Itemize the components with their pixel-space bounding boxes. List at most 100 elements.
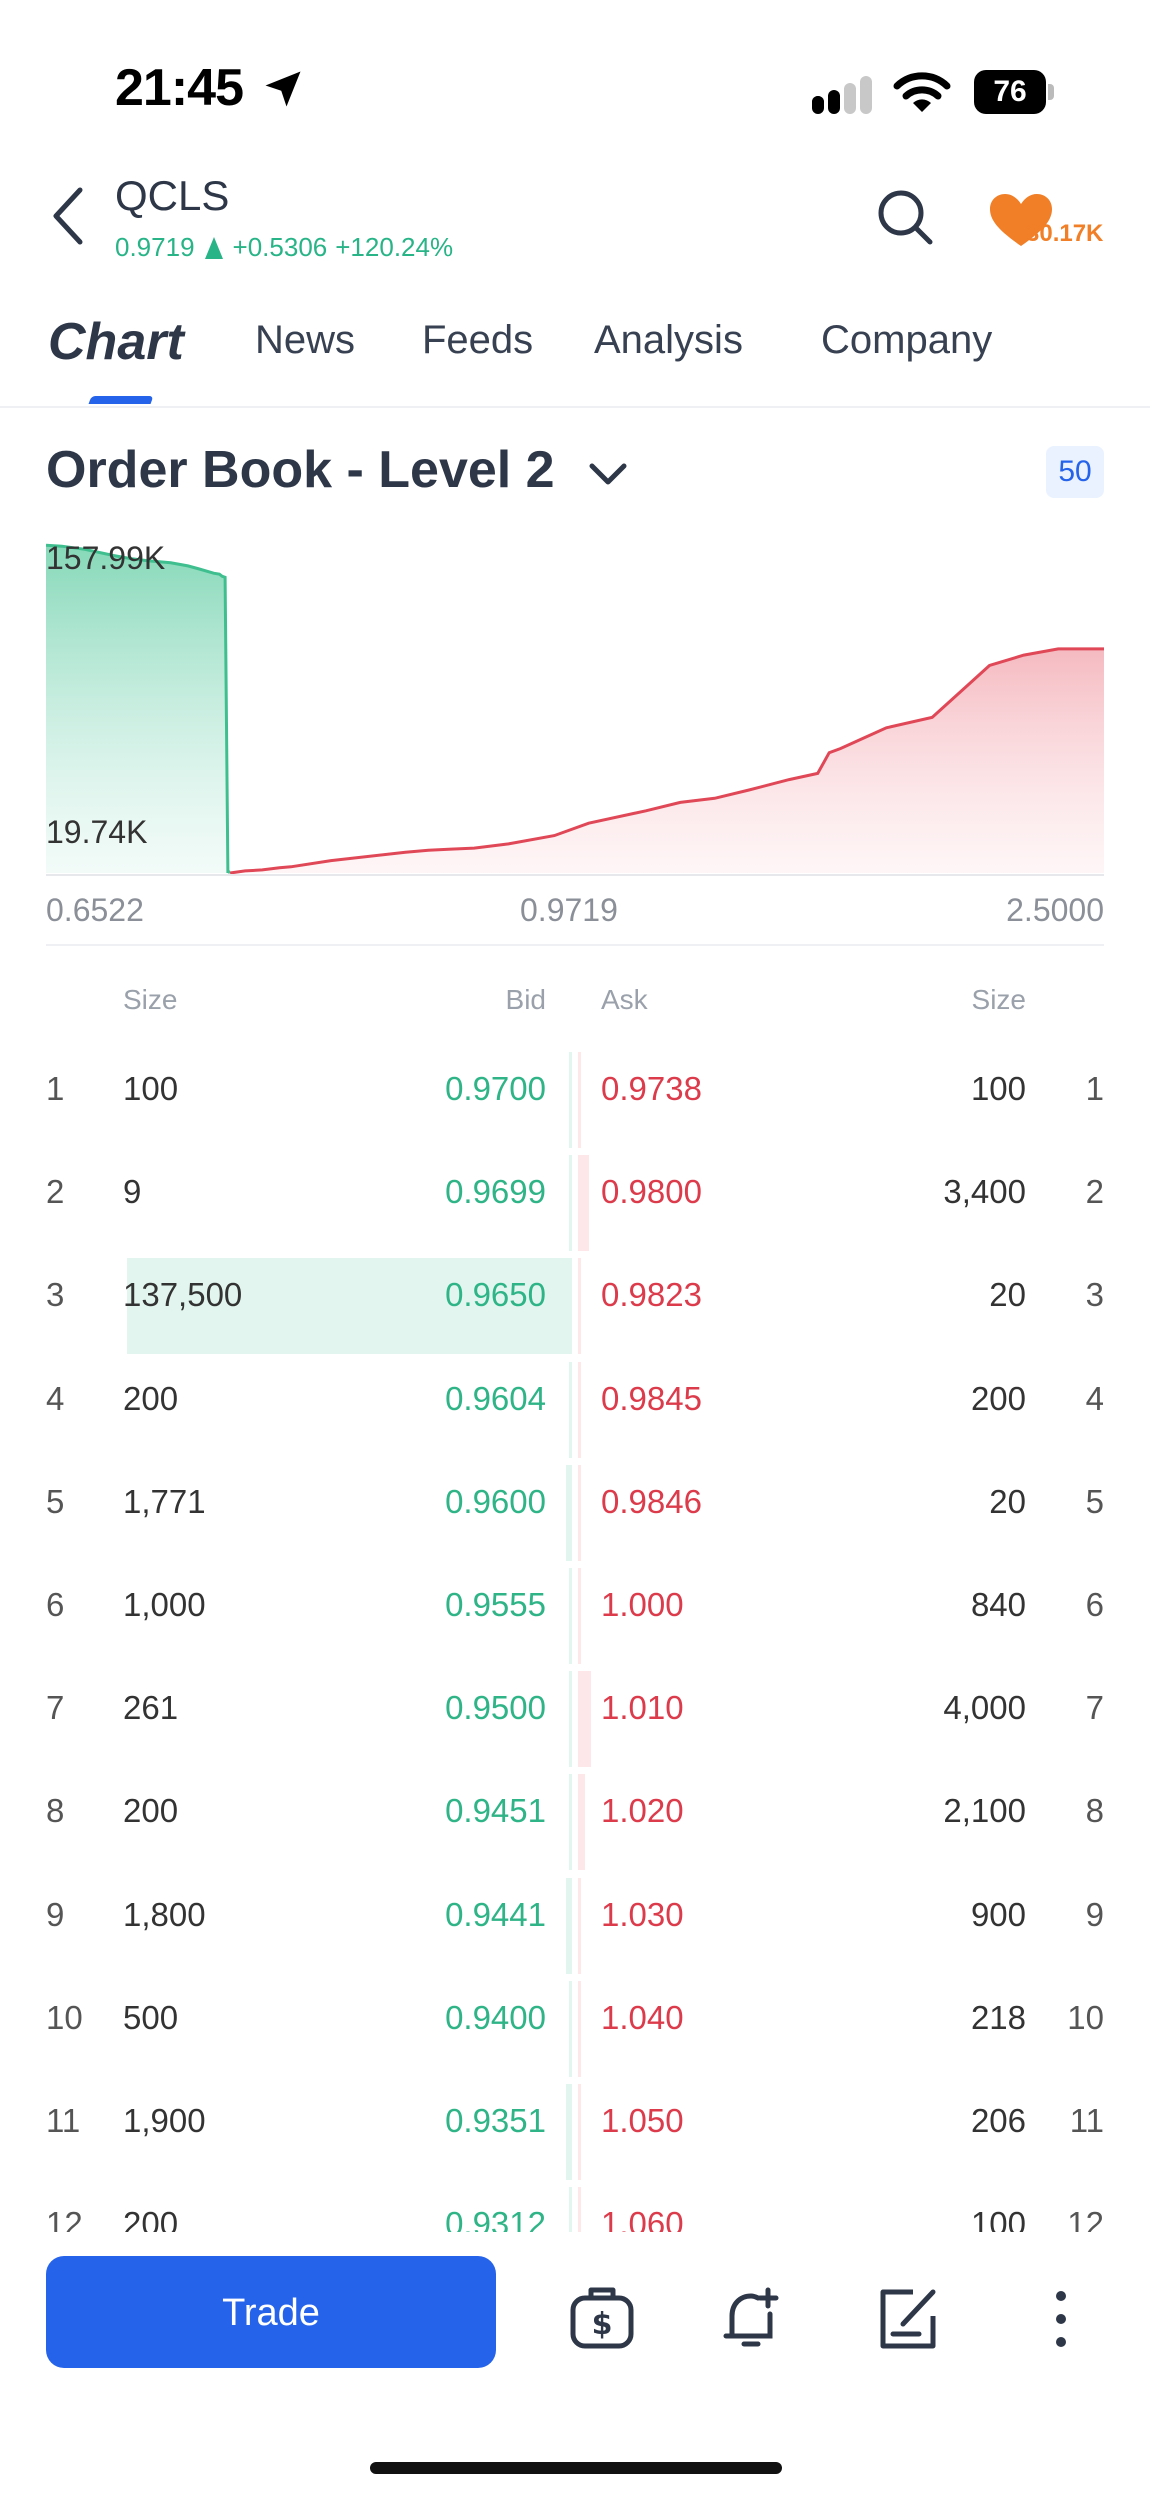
- add-alert-bell-icon[interactable]: [718, 2284, 788, 2354]
- cellular-signal-icon: [812, 76, 872, 114]
- ask-depth-bar: [578, 1258, 581, 1355]
- ask-depth-bar: [578, 1052, 581, 1148]
- more-vertical-icon[interactable]: [1026, 2284, 1096, 2354]
- ask-depth-bar: [578, 1877, 581, 1974]
- chart-x-label-min: 0.6522: [46, 892, 144, 928]
- ask-size: 218: [970, 1998, 1026, 2036]
- ask-size: 206: [970, 2102, 1026, 2139]
- up-triangle-icon: [204, 236, 223, 259]
- bid-size: 500: [123, 1998, 179, 2036]
- order-book-row: 6 1,000 0.9555 1.000 840 6: [0, 1554, 1150, 1664]
- bid-size: 200: [123, 1792, 179, 1830]
- ask-size: 4,000: [943, 1689, 1026, 1727]
- ask-price: 1.030: [601, 1895, 684, 1933]
- ask-level-index: 3: [1085, 1276, 1104, 1314]
- ask-level-index: 8: [1085, 1792, 1104, 1830]
- tab-chart[interactable]: Chart: [48, 313, 184, 371]
- price-change-percent: +120.24%: [335, 232, 454, 262]
- bid-level-index: 8: [46, 1792, 65, 1830]
- follower-count: 30.17K: [1026, 220, 1104, 247]
- bid-depth-bar: [569, 1155, 572, 1252]
- bid-level-index: 1: [46, 1070, 65, 1107]
- order-book-title[interactable]: Order Book - Level 2: [46, 441, 555, 499]
- bid-size: 1,771: [123, 1482, 206, 1520]
- bid-price: 0.9604: [445, 1379, 546, 1417]
- bid-depth-bar: [569, 1774, 572, 1871]
- chart-x-label-max: 2.5000: [1006, 892, 1104, 928]
- tab-company[interactable]: Company: [821, 318, 993, 362]
- order-book-row: 8 200 0.9451 1.020 2,100 8: [0, 1760, 1150, 1871]
- bid-level-index: 12: [46, 2205, 83, 2232]
- bid-price: 0.9351: [445, 2102, 546, 2139]
- depth-level-badge[interactable]: 50: [1046, 446, 1104, 498]
- last-price: 0.9719: [115, 232, 195, 262]
- ask-level-index: 6: [1085, 1586, 1104, 1623]
- bid-level-index: 3: [46, 1276, 65, 1314]
- bid-depth-bar: [569, 1671, 572, 1768]
- ask-level-index: 7: [1085, 1689, 1104, 1727]
- bid-size: 200: [123, 2205, 179, 2232]
- ask-price: 1.040: [601, 1998, 684, 2036]
- back-chevron-icon[interactable]: [48, 186, 88, 246]
- order-book-row: 2 9 0.9699 0.9800 3,400 2: [0, 1141, 1150, 1252]
- ask-size: 20: [989, 1276, 1026, 1314]
- tab-analysis[interactable]: Analysis: [594, 318, 743, 362]
- bid-price: 0.9600: [445, 1482, 546, 1520]
- bid-depth-bar: [566, 1464, 572, 1561]
- ask-depth-bar: [578, 2187, 581, 2232]
- order-book-row: 7 261 0.9500 1.010 4,000 7: [0, 1657, 1150, 1768]
- chevron-down-icon[interactable]: [588, 460, 628, 490]
- note-edit-icon[interactable]: [873, 2284, 943, 2354]
- tab-bar: Chart News Feeds Analysis Company: [0, 313, 1150, 408]
- tab-feeds[interactable]: Feeds: [422, 318, 534, 362]
- bid-depth-bar: [566, 1877, 572, 1974]
- bid-size: 137,500: [123, 1276, 243, 1314]
- column-header-ask: Ask: [601, 984, 648, 1015]
- ask-size: 2,100: [943, 1792, 1026, 1830]
- tab-news[interactable]: News: [255, 318, 356, 362]
- bid-depth-area: [46, 545, 228, 873]
- ask-size: 200: [970, 1379, 1026, 1417]
- ask-price: 1.050: [601, 2102, 684, 2139]
- ask-depth-bar: [578, 1774, 585, 1871]
- price-change: +0.5306: [232, 232, 328, 262]
- chart-y-max-label: 157.99K: [46, 540, 166, 576]
- quote-line: 0.9719 +0.5306 +120.24%: [115, 232, 453, 263]
- ask-size: 20: [989, 1482, 1026, 1520]
- bid-level-index: 6: [46, 1586, 65, 1623]
- order-book-row: 10 500 0.9400 1.040 218 10: [0, 1967, 1150, 2077]
- dollar-wallet-icon[interactable]: $: [567, 2284, 637, 2354]
- watchlist-heart-icon[interactable]: [988, 192, 1054, 250]
- bid-depth-bar: [566, 2084, 572, 2180]
- ask-price: 1.060: [601, 2205, 684, 2232]
- bid-level-index: 10: [46, 1998, 83, 2036]
- ask-level-index: 9: [1085, 1895, 1104, 1933]
- bid-depth-bar: [569, 1568, 572, 1664]
- divider: [46, 944, 1104, 946]
- ask-price: 0.9738: [601, 1070, 702, 1107]
- ask-size: 100: [970, 1070, 1026, 1107]
- ask-price: 0.9846: [601, 1482, 702, 1520]
- battery-level: 76: [974, 70, 1046, 114]
- bid-price: 0.9700: [445, 1070, 546, 1107]
- bid-price: 0.9555: [445, 1586, 546, 1623]
- bid-level-index: 7: [46, 1689, 65, 1727]
- bid-level-index: 2: [46, 1173, 65, 1211]
- bid-size: 9: [123, 1173, 142, 1211]
- ask-price: 1.010: [601, 1689, 684, 1727]
- depth-chart: [46, 543, 1104, 875]
- status-time: 21:45: [115, 59, 244, 117]
- bid-size: 200: [123, 1379, 179, 1417]
- trade-button[interactable]: Trade: [46, 2256, 496, 2368]
- home-indicator: [370, 2462, 782, 2474]
- ask-level-index: 1: [1085, 1070, 1104, 1107]
- column-header-bid-size: Size: [123, 984, 178, 1015]
- ask-size: 100: [970, 2205, 1026, 2232]
- search-icon[interactable]: [876, 188, 934, 246]
- bid-size: 1,000: [123, 1586, 206, 1623]
- bid-depth-line: [46, 543, 230, 874]
- order-book-table: 1 100 0.9700 0.9738 100 1 2 9 0.9699 0.9800 3,400 2…: [0, 1038, 1150, 2232]
- ask-size: 900: [970, 1895, 1026, 1933]
- bid-level-index: 5: [46, 1482, 65, 1520]
- bid-size: 1,800: [123, 1895, 206, 1933]
